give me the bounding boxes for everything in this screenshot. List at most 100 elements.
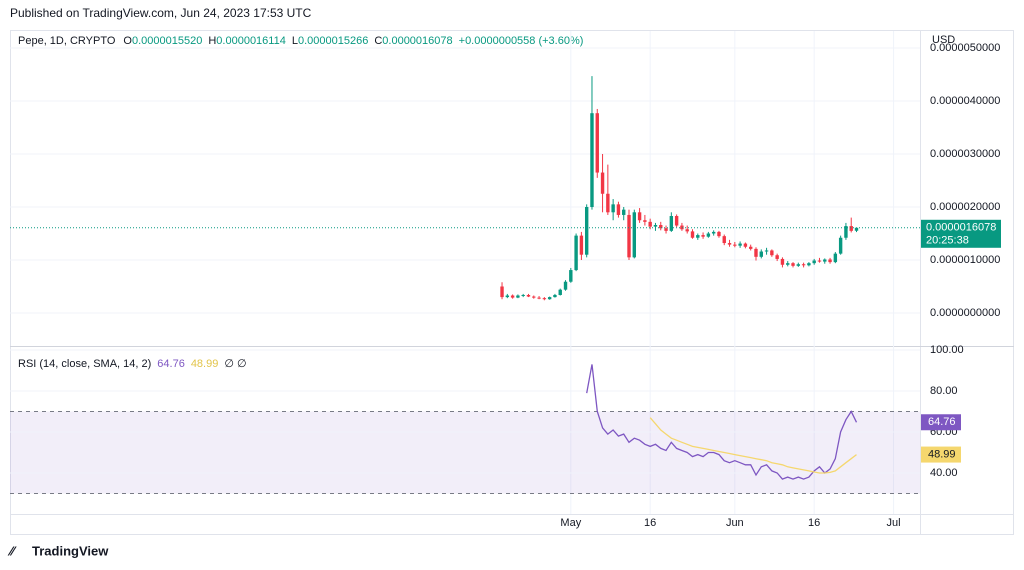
candle-body (801, 264, 806, 266)
logo: ⁄⁄ TradingView (7, 543, 109, 558)
candle-body (674, 216, 679, 226)
last-value-box (921, 414, 961, 431)
y-tick-label: 80.00 (930, 385, 958, 397)
candle-body (584, 207, 589, 255)
band-fill (10, 411, 920, 494)
candle-body (558, 289, 562, 295)
x-tick-label: Jun (726, 517, 744, 529)
candle-body (500, 286, 504, 298)
candle-body (854, 227, 859, 231)
candle-body (706, 233, 711, 237)
candle-body (532, 296, 536, 298)
last-price-label: 0.0000016078 (926, 222, 996, 234)
last-value-label: 64.76 (928, 416, 956, 428)
candle-body (780, 258, 785, 265)
candle-body (717, 231, 721, 237)
y-tick-label: 0.0000030000 (930, 148, 1000, 160)
x-tick-label: Jul (887, 517, 901, 529)
candle-body (547, 297, 552, 300)
y-tick-label: 0.0000040000 (930, 95, 1000, 107)
candle-body (690, 231, 695, 238)
candle-body (823, 259, 827, 262)
candle-body (775, 255, 779, 259)
y-tick-label: 0.0000020000 (930, 201, 1000, 213)
candle-body (669, 216, 674, 231)
candle-body (574, 235, 578, 271)
candle-body (637, 212, 642, 221)
candle-body (579, 235, 584, 255)
candle-body (743, 243, 748, 247)
y-tick-label: 100.00 (930, 344, 964, 356)
candle-body (828, 259, 832, 263)
candle-body (685, 229, 689, 232)
ohlc-key: L (292, 35, 298, 47)
candle-body (738, 243, 742, 246)
candle-body (616, 204, 621, 215)
candle-body (764, 250, 769, 252)
x-tick-label: May (560, 517, 581, 529)
candle-body (653, 225, 658, 227)
ohlc-value: 0.0000016114 (216, 35, 286, 47)
candle-body (711, 231, 716, 234)
rsi-value: 64.76 (157, 358, 185, 370)
main-legend: Pepe, 1D, CRYPTO O0.0000015520 H0.00000161… (18, 35, 583, 47)
candle-body (812, 260, 816, 264)
frame (10, 30, 1014, 535)
brand: TradingView (32, 543, 109, 558)
candle-body (537, 297, 541, 299)
candle-body (807, 263, 811, 266)
candle-body (844, 226, 848, 238)
candle-body (542, 298, 547, 300)
candle-body (600, 172, 605, 194)
candle-body (659, 225, 663, 229)
ohlc-key: O (123, 35, 132, 47)
published-line: Published on TradingView.com, Jun 24, 20… (10, 6, 312, 20)
null-icons: ∅ ∅ (224, 358, 246, 370)
ohlc-key: H (208, 35, 216, 47)
y-tick-label: 0.0000050000 (930, 42, 1000, 54)
candle-body (833, 253, 838, 263)
candle-body (722, 236, 726, 244)
y-tick-label: 0.0000000000 (930, 307, 1000, 319)
ohlc-value: 0.0000016078 (382, 35, 452, 47)
candle-body (521, 294, 525, 296)
candle-body (696, 235, 700, 238)
rsi-line (586, 364, 858, 480)
candle-body (770, 250, 774, 256)
last-value-box (921, 446, 961, 463)
candle-body (569, 270, 573, 282)
logo-mark: ⁄⁄ (7, 543, 17, 558)
last-price-box (921, 219, 1001, 248)
ohlc-value: 0.0000015520 (132, 35, 202, 47)
change: +0.0000000558 (+3.60%) (459, 35, 584, 47)
candle-body (648, 221, 652, 227)
candle-body (759, 251, 763, 257)
candle-body (622, 209, 626, 215)
candle-body (526, 294, 531, 297)
rsi-legend: RSI (14, close, SMA, 14, 2) 64.76 48.99 ∅ ∅ (18, 358, 247, 370)
last-value-label: 48.99 (928, 448, 956, 460)
candle-body (590, 113, 594, 208)
candle-body (563, 281, 568, 290)
sma-value: 48.99 (191, 358, 219, 370)
candle-body (627, 214, 631, 258)
candle-body (701, 235, 705, 237)
candle-body (791, 263, 795, 266)
countdown: 20:25:38 (926, 235, 969, 247)
ohlc-value: 0.0000015266 (298, 35, 368, 47)
candle-body (727, 243, 732, 245)
candle-body (796, 264, 801, 266)
candle-body (680, 225, 684, 230)
x-tick-label: 16 (644, 517, 656, 529)
ohlc-key: C (374, 35, 382, 47)
candle-body (510, 295, 515, 298)
candle-body (786, 263, 790, 265)
candle-body (817, 260, 822, 262)
candle-body (664, 228, 668, 231)
rsi-sma-line (649, 417, 857, 474)
candle-body (748, 246, 753, 249)
candle-body (632, 212, 637, 258)
currency: USD (932, 34, 955, 46)
candle-body (606, 193, 610, 213)
